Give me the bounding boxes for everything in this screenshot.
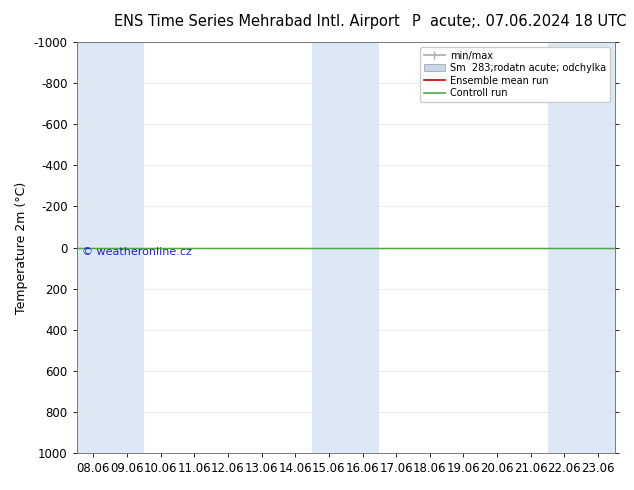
Text: P  acute;. 07.06.2024 18 UTC: P acute;. 07.06.2024 18 UTC <box>412 14 626 29</box>
Text: © weatheronline.cz: © weatheronline.cz <box>82 246 192 257</box>
Y-axis label: Temperature 2m (°C): Temperature 2m (°C) <box>15 181 28 314</box>
Bar <box>548 42 581 453</box>
Bar <box>581 42 615 453</box>
Legend: min/max, Sm  283;rodatn acute; odchylka, Ensemble mean run, Controll run: min/max, Sm 283;rodatn acute; odchylka, … <box>420 47 610 102</box>
Bar <box>110 42 144 453</box>
Bar <box>346 42 379 453</box>
Bar <box>77 42 110 453</box>
Text: ENS Time Series Mehrabad Intl. Airport: ENS Time Series Mehrabad Intl. Airport <box>114 14 400 29</box>
Bar <box>312 42 346 453</box>
